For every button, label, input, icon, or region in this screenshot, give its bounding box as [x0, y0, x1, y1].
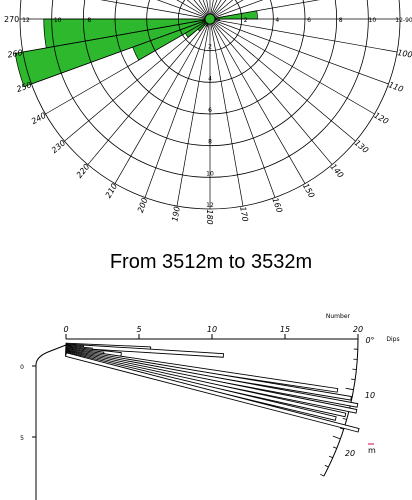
x-tick-label: 20: [353, 325, 363, 334]
rose-spoke: [209, 18, 398, 53]
rose-radial-label: 2: [244, 17, 248, 24]
dip-bar: [65, 349, 358, 414]
dip-arc-tick: [339, 427, 344, 430]
dip-arc-tick: [332, 435, 341, 440]
rose-azimuth-label: 200: [136, 197, 150, 214]
dip-arc-tick: [345, 387, 354, 391]
x-tick-label: 0: [63, 325, 68, 334]
x-axis-label: Number: [326, 313, 351, 320]
dip-arc-tick: [332, 446, 337, 449]
rose-radial-label: 12: [206, 202, 214, 209]
rose-azimuth-label: 190: [170, 206, 182, 223]
dip-bar: [65, 349, 359, 408]
dip-bars: [65, 342, 360, 433]
rose-spoke: [209, 0, 244, 20]
rose-spoke: [114, 18, 211, 184]
rose-spoke: [176, 18, 211, 207]
rose-azimuth-label: 220: [75, 162, 92, 179]
rose-radial-label: 6: [208, 107, 212, 114]
rose-radial-label: 12-90: [395, 17, 412, 24]
rose-radial-label: 8: [208, 139, 212, 146]
rose-spoke: [45, 18, 211, 115]
rose-spoke: [87, 18, 211, 165]
rose-spoke: [22, 18, 211, 53]
depth-tick-label: 0: [20, 364, 24, 371]
rose-spoke: [156, 0, 211, 20]
dip-arc-label: 10: [365, 391, 375, 400]
rose-spoke: [209, 18, 306, 184]
dip-bar: [65, 352, 360, 433]
rose-spoke: [186, 0, 211, 20]
rose-spoke: [209, 18, 276, 198]
x-tick-label: 5: [136, 325, 141, 334]
dip-arc-label: 20: [345, 449, 355, 458]
chart-title: From 3512m to 3532m: [110, 251, 312, 273]
rose-spoke: [176, 0, 211, 20]
dip-arc-tick: [320, 473, 325, 477]
rose-spoke: [209, 18, 333, 165]
rose-radial-label: 12: [22, 17, 30, 24]
rose-spoke: [100, 0, 211, 20]
rose-spoke: [64, 18, 211, 142]
x-tick-label: 10: [207, 325, 217, 334]
depth-axis-line: [35, 344, 67, 500]
rose-azimuth-label: 120: [372, 111, 390, 126]
rose-radial-label: 6: [307, 17, 311, 24]
dip-arc-label: 0°: [365, 336, 374, 345]
rose-spoke: [31, 18, 211, 85]
rose-radial-label: 10: [369, 17, 377, 24]
rose-radial-label: 10: [54, 17, 62, 24]
rose-azimuth-label: 250: [15, 80, 32, 94]
rose-radial-label: 4: [208, 75, 212, 82]
dip-arc-tick: [351, 378, 356, 381]
rose-azimuth-label: 260: [7, 48, 24, 60]
rose-spoke: [209, 18, 356, 142]
rose-petal: [14, 18, 211, 88]
rose-spoke: [209, 18, 375, 115]
rose-radial-label: 10: [206, 170, 214, 177]
rose-azimuth-label: 100: [397, 48, 412, 60]
rose-diagram: 1001101201301401501601701801902002102202…: [4, 0, 412, 225]
rose-spoke: [209, 18, 389, 85]
dip-arc-tick: [324, 464, 329, 468]
rose-spoke: [209, 18, 244, 207]
dip-arc-title: Dips: [386, 336, 399, 343]
rose-radial-labels: 12 10 8 2 4 6 8 10 12-90 2 4 6 8 10 12: [22, 17, 412, 209]
rose-radial-label: 4: [275, 17, 279, 24]
rose-azimuth-label: 170: [238, 206, 250, 223]
x-tick-label: 15: [280, 325, 290, 334]
rose-spoke: [209, 0, 320, 20]
rose-azimuth-label: 160: [270, 197, 284, 214]
rose-radial-label: 8: [87, 17, 91, 24]
rose-radial-label: 8: [339, 17, 343, 24]
rose-centre: [204, 13, 216, 25]
rose-spoke: [209, 0, 264, 20]
rose-spoke: [144, 18, 211, 198]
rose-azimuth-label: 110: [387, 80, 404, 94]
rose-azimuth-label: 180: [205, 209, 214, 224]
rose-spokes: [20, 0, 400, 209]
rose-azimuth-label: 150: [301, 182, 316, 200]
rose-azimuth-label: 270: [4, 15, 19, 24]
dip-arc-tick: [342, 417, 347, 420]
rose-azimuth-label: 130: [353, 138, 370, 155]
dip-arc-tick: [328, 455, 333, 459]
mean-dip-label: m: [368, 446, 376, 455]
rose-radial-label: 2: [208, 44, 212, 51]
depth-tick-label: 5: [20, 435, 24, 442]
rose-azimuth-label: 140: [329, 162, 346, 179]
